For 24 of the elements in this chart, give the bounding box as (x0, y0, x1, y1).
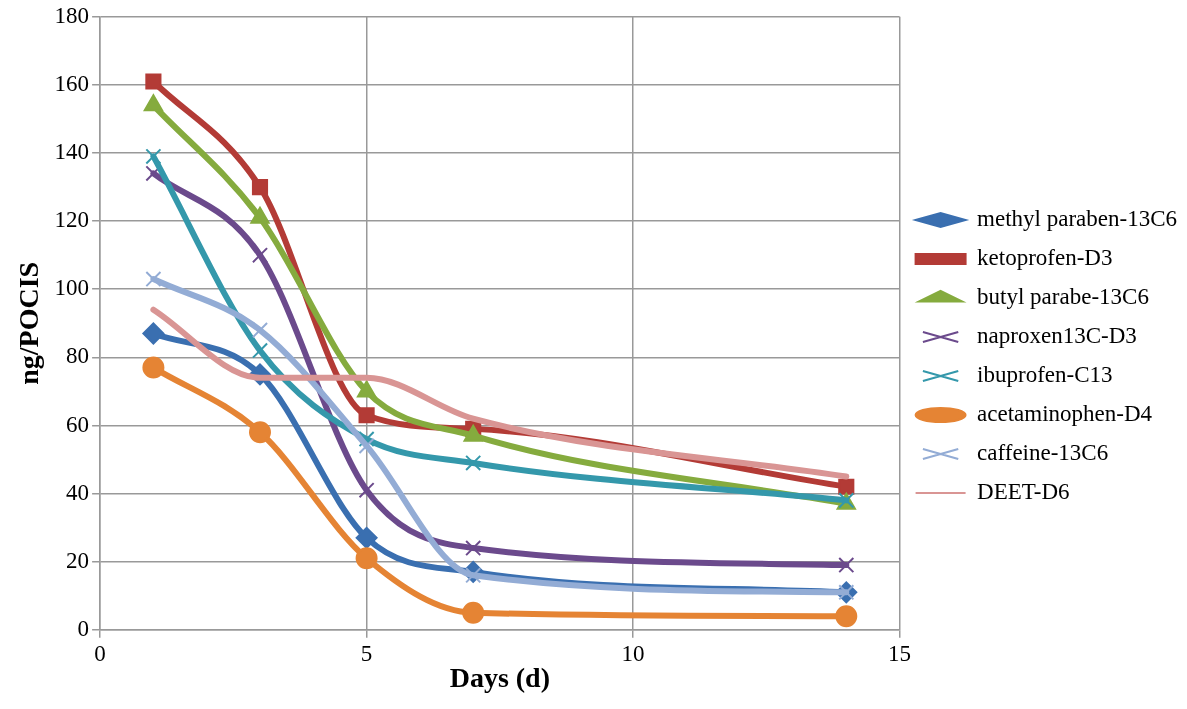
legend-label: methyl paraben-13C6 (977, 206, 1178, 232)
y-tick-label: 140 (54, 139, 90, 165)
y-tick-label: 180 (54, 2, 90, 28)
y-tick-label: 20 (66, 547, 90, 573)
x-tick-label: 15 (888, 640, 912, 666)
legend-label: DEET-D6 (977, 479, 1070, 505)
y-tick-label: 120 (54, 207, 90, 233)
legend-label: caffeine-13C6 (977, 440, 1109, 466)
x-tick-label: 10 (621, 640, 645, 666)
legend-label: butyl parabe-13C6 (977, 284, 1149, 310)
legend-label: acetaminophen-D4 (977, 401, 1153, 427)
legend-label: naproxen13C-D3 (977, 323, 1137, 349)
legend-label: ibuprofen-C13 (977, 362, 1113, 388)
y-axis-title: ng/POCIS (13, 261, 45, 385)
y-tick-label: 40 (66, 479, 90, 505)
y-tick-label: 0 (77, 615, 90, 641)
y-tick-label: 60 (66, 411, 90, 437)
x-tick-label: 0 (94, 640, 106, 666)
x-axis-title: Days (d) (449, 662, 551, 694)
y-tick-label: 80 (66, 343, 90, 369)
y-tick-label: 100 (54, 275, 90, 301)
y-tick-label: 160 (54, 70, 90, 96)
x-tick-label: 5 (360, 640, 373, 666)
legend-label: ketoprofen-D3 (977, 245, 1113, 271)
